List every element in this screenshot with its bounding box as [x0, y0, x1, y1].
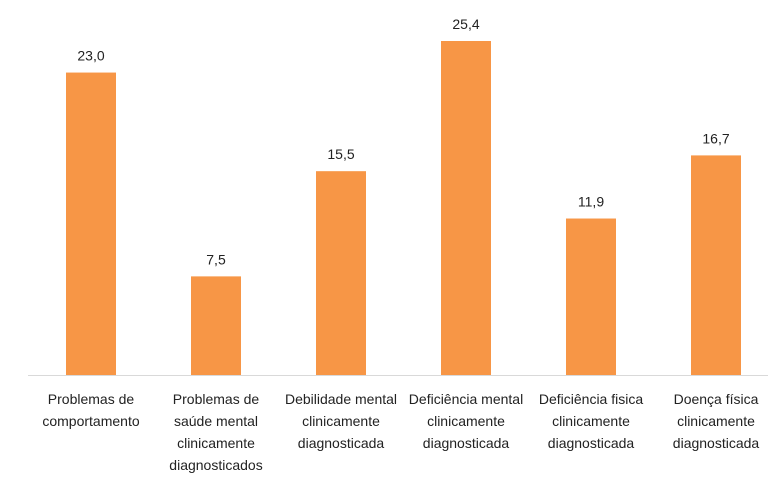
bar: [191, 276, 241, 375]
data-label: 7,5: [206, 251, 226, 267]
x-tick-label: Problemas de comportamento: [42, 391, 140, 429]
bar: [441, 41, 491, 375]
data-label: 15,5: [327, 146, 354, 162]
x-tick-label: Debilidade mental clinicamente diagnosti…: [284, 391, 398, 451]
x-tick-label: Deficiência mental clinicamente diagnost…: [408, 391, 524, 451]
data-label: 11,9: [578, 194, 604, 210]
data-label: 16,7: [702, 130, 729, 146]
bar: [66, 72, 116, 375]
bar: [566, 218, 616, 375]
x-tick-label: Doença física clinicamente diagnosticada: [672, 391, 760, 451]
x-tick-label: Problemas de saúde mental clinicamente d…: [169, 391, 263, 473]
bar: [316, 171, 366, 375]
data-label: 23,0: [77, 48, 104, 64]
bar: [691, 155, 741, 375]
data-label: 25,4: [452, 16, 479, 32]
x-tick-label: Deficiência fisica clinicamente diagnost…: [538, 391, 644, 451]
